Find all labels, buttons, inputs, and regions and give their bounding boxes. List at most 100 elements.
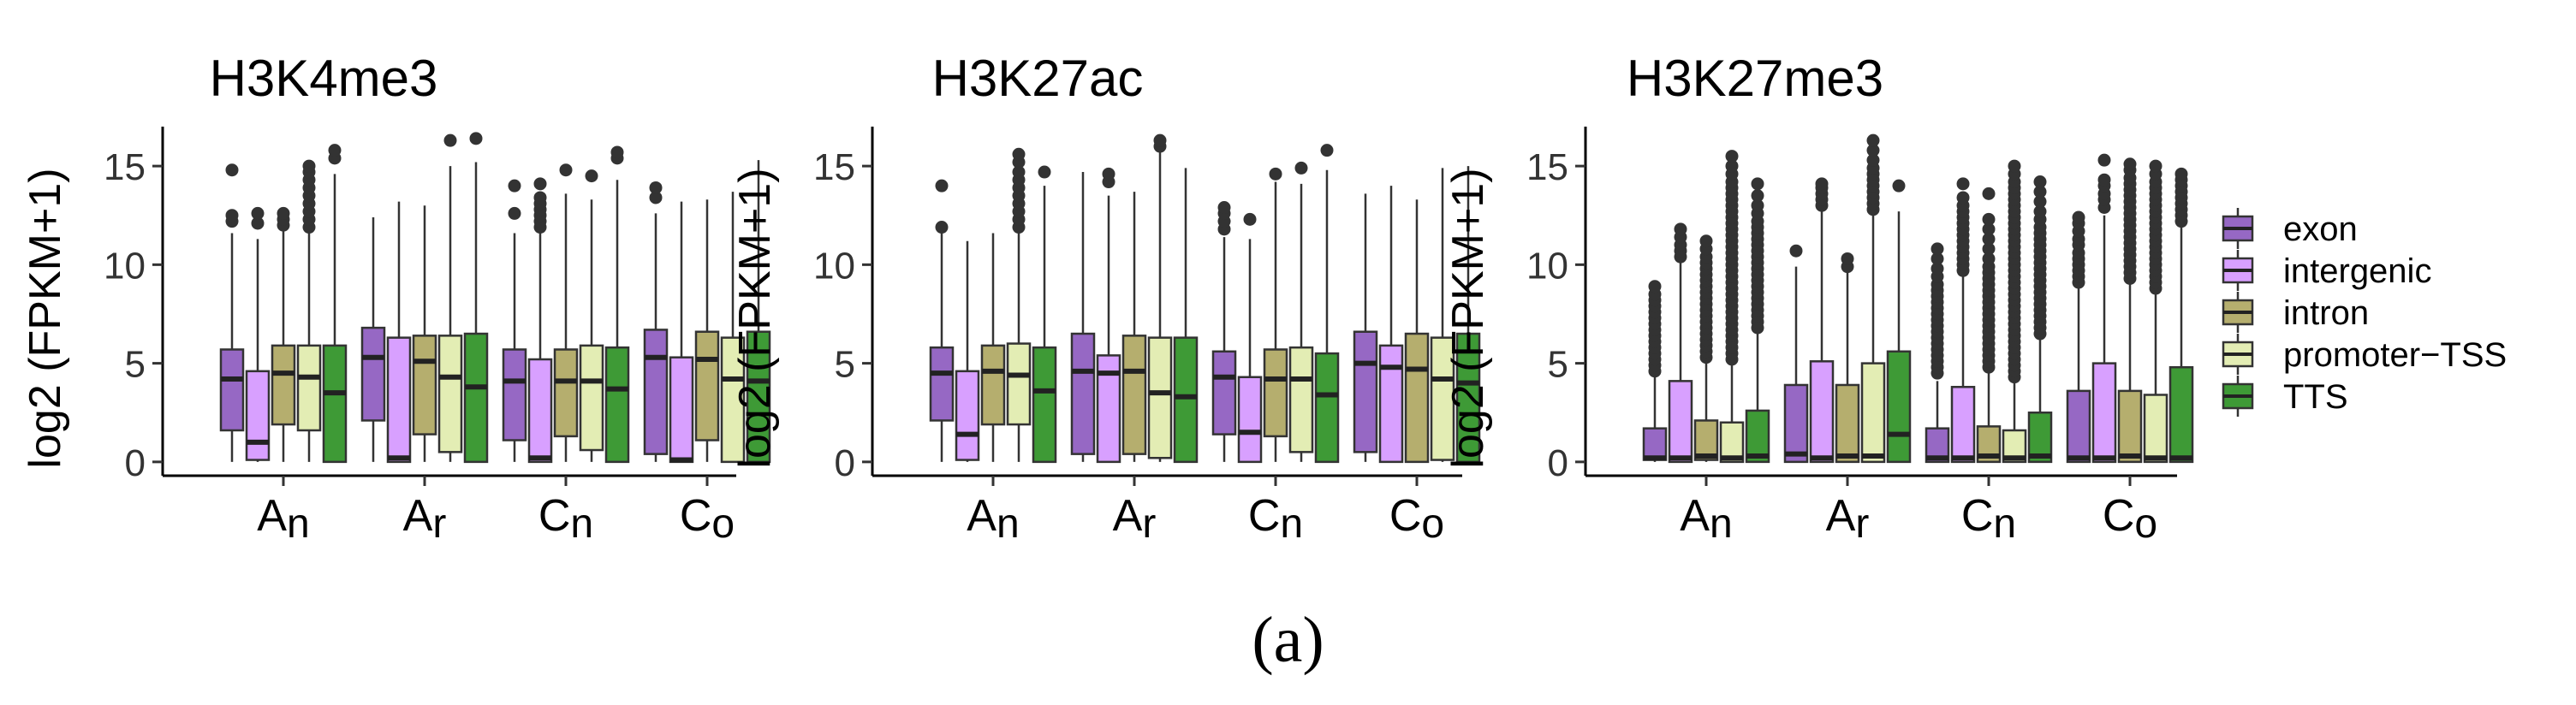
box-TTS-Ar [463,132,489,464]
box-body [1121,335,1147,455]
box-TTS-An [322,144,348,464]
outlier-point [1866,133,1880,147]
box-body [2091,362,2117,464]
box-body [2117,389,2143,464]
legend-item-intergenic: intergenic [2222,250,2431,291]
outlier-point [1217,201,1231,215]
box-intergenic-Co [669,201,694,464]
box-exon-Ar [360,217,386,462]
outlier-point [469,132,483,145]
box-body [463,332,489,464]
box-intron-Ar [1835,252,1860,464]
outlier-point [1012,165,1026,179]
box-TTS-Cn [604,145,630,464]
box-intron-Ar [412,205,437,462]
box-TTS-Cn [1314,144,1340,464]
box-TTS-Ar [1173,168,1199,464]
box-body [412,335,437,435]
box-promoter−TSS-Ar [1147,133,1173,462]
box-intron-Cn [1263,167,1288,462]
y-tick-label: 5 [835,344,855,386]
outlier-point [2123,157,2137,171]
box-body [1314,352,1340,464]
legend-label: TTS [2283,378,2348,416]
box-body [386,336,412,464]
box-exon-An [1642,280,1668,462]
outlier-point [302,159,316,173]
box-body [1719,421,1745,464]
box-body [1353,330,1378,453]
box-promoter−TSS-Co [1430,168,1455,462]
outlier-point [1102,167,1115,181]
y-tick-label: 15 [104,146,146,188]
y-tick-label: 15 [813,146,855,188]
outlier-point [2033,195,2047,209]
box-exon-Cn [1925,242,1950,464]
box-exon-Co [2066,210,2091,464]
outlier-point [610,145,624,159]
box-intron-Cn [553,163,579,462]
box-body [1809,360,1835,464]
outlier-point [1841,252,1854,265]
x-tick-label: Co [2103,491,2157,547]
outlier-point [277,206,290,220]
outlier-point [533,177,547,191]
box-intergenic-An [245,206,271,462]
outlier-point [225,209,239,222]
box-exon-Co [1353,193,1378,462]
x-tick-label: Cn [1961,491,2016,547]
chart-panel-h3k4me3: H3K4me3 log2 (FPKM+1) 0 5 10 15 An Ar Cn Co [21,50,771,547]
box-body [360,326,386,422]
box-promoter−TSS-An [296,159,322,462]
outlier-point [1294,161,1308,175]
box-body [694,330,720,441]
outlier-point [1269,167,1282,181]
box-body [2143,394,2168,464]
legend-item-intron: intron [2222,292,2369,333]
box-exon-Ar [1070,172,1096,462]
outlier-point [1789,244,1803,258]
outlier-point [1243,212,1257,226]
outlier-point [1982,232,1996,246]
y-tick-label: 10 [104,245,146,287]
box-body [502,348,527,441]
box-TTS-Ar [1886,179,1912,464]
box-TTS-An [1032,165,1057,464]
box-exon-Ar [1783,244,1809,464]
outlier-point [251,216,265,230]
box-promoter−TSS-Cn [579,169,604,462]
outlier-point [2149,159,2163,173]
x-tick-label: Ar [1826,491,1870,547]
box-body [245,370,271,461]
outlier-point [1751,189,1764,203]
outlier-point [2174,167,2188,181]
box-intron-An [980,233,1006,462]
box-body [1237,376,1263,464]
outlier-point [328,144,342,157]
box-body [1211,350,1237,435]
box-promoter−TSS-Co [2143,159,2168,464]
y-tick-label: 5 [125,344,146,386]
outlier-point [1815,177,1829,191]
outlier-point [2033,175,2047,189]
outlier-point [1931,252,1944,265]
outlier-point [585,169,598,183]
box-intron-Ar [1121,192,1147,462]
box-body [643,329,669,455]
box-intron-An [271,206,296,462]
box-TTS-Co [746,160,771,464]
box-body [980,344,1006,426]
box-body [1147,336,1173,459]
outlier-point [1320,144,1334,157]
box-body [1693,419,1719,461]
outlier-point [1725,159,1739,173]
outlier-point [508,206,521,220]
box-body [1430,336,1455,461]
outlier-point [1892,179,1906,193]
box-promoter−TSS-Ar [437,133,463,462]
outlier-point [2097,153,2111,167]
chart-panel-h3k27me3: H3K27me3 log2 (FPKM+1) 0 5 10 15 An Ar Cn Co [1443,50,2194,547]
chart-panel-h3k27ac: H3K27ac log2 (FPKM+1) 0 5 10 15 An Ar Cn Co [730,50,1481,547]
outlier-point [1648,280,1662,293]
